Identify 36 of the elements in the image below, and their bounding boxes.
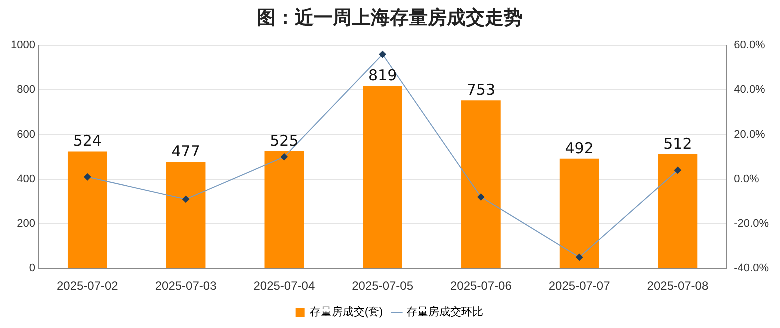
legend-label: 存量房成交(套) (310, 306, 384, 319)
bar (462, 100, 501, 268)
x-tick-label: 2025-07-08 (647, 279, 709, 294)
y-tick-label: 800 (17, 84, 36, 96)
y2-tick-label: -40.0% (734, 262, 770, 275)
data-label: 477 (172, 142, 200, 161)
data-label: 524 (73, 132, 102, 150)
x-tick-label: 2025-07-04 (254, 279, 316, 294)
y-tick-label: 1000 (10, 40, 36, 52)
x-tick-label: 2025-07-05 (352, 279, 414, 294)
y2-tick-label: 0.0% (734, 173, 760, 186)
x-tick-label: 2025-07-03 (155, 279, 218, 294)
data-label: 492 (565, 139, 594, 158)
y-tick-label: 600 (17, 128, 36, 141)
data-label: 525 (270, 132, 299, 150)
y2-tick-label: 60.0% (734, 40, 766, 52)
bar (658, 154, 698, 268)
y-tick-label: 0 (29, 262, 36, 275)
y2-tick-label: 20.0% (734, 128, 766, 141)
y-tick-label: 200 (17, 218, 36, 230)
bar (363, 86, 402, 268)
bar (68, 152, 108, 268)
data-label: 512 (664, 134, 692, 153)
x-tick-label: 2025-07-06 (450, 279, 512, 294)
legend-label: 存量房成交环比 (406, 306, 484, 319)
data-label: 753 (466, 81, 496, 100)
bar (264, 152, 304, 268)
bar (166, 162, 206, 268)
y2-tick-label: -20.0% (734, 218, 770, 230)
x-tick-label: 2025-07-02 (56, 279, 119, 294)
chart-title: 图：近一周上海存量房成交走势 (256, 6, 524, 31)
x-tick-label: 2025-07-07 (548, 279, 611, 294)
y2-tick-label: 40.0% (734, 84, 766, 96)
bar (560, 158, 600, 268)
y-tick-label: 400 (17, 173, 36, 186)
data-label: 819 (368, 66, 398, 84)
